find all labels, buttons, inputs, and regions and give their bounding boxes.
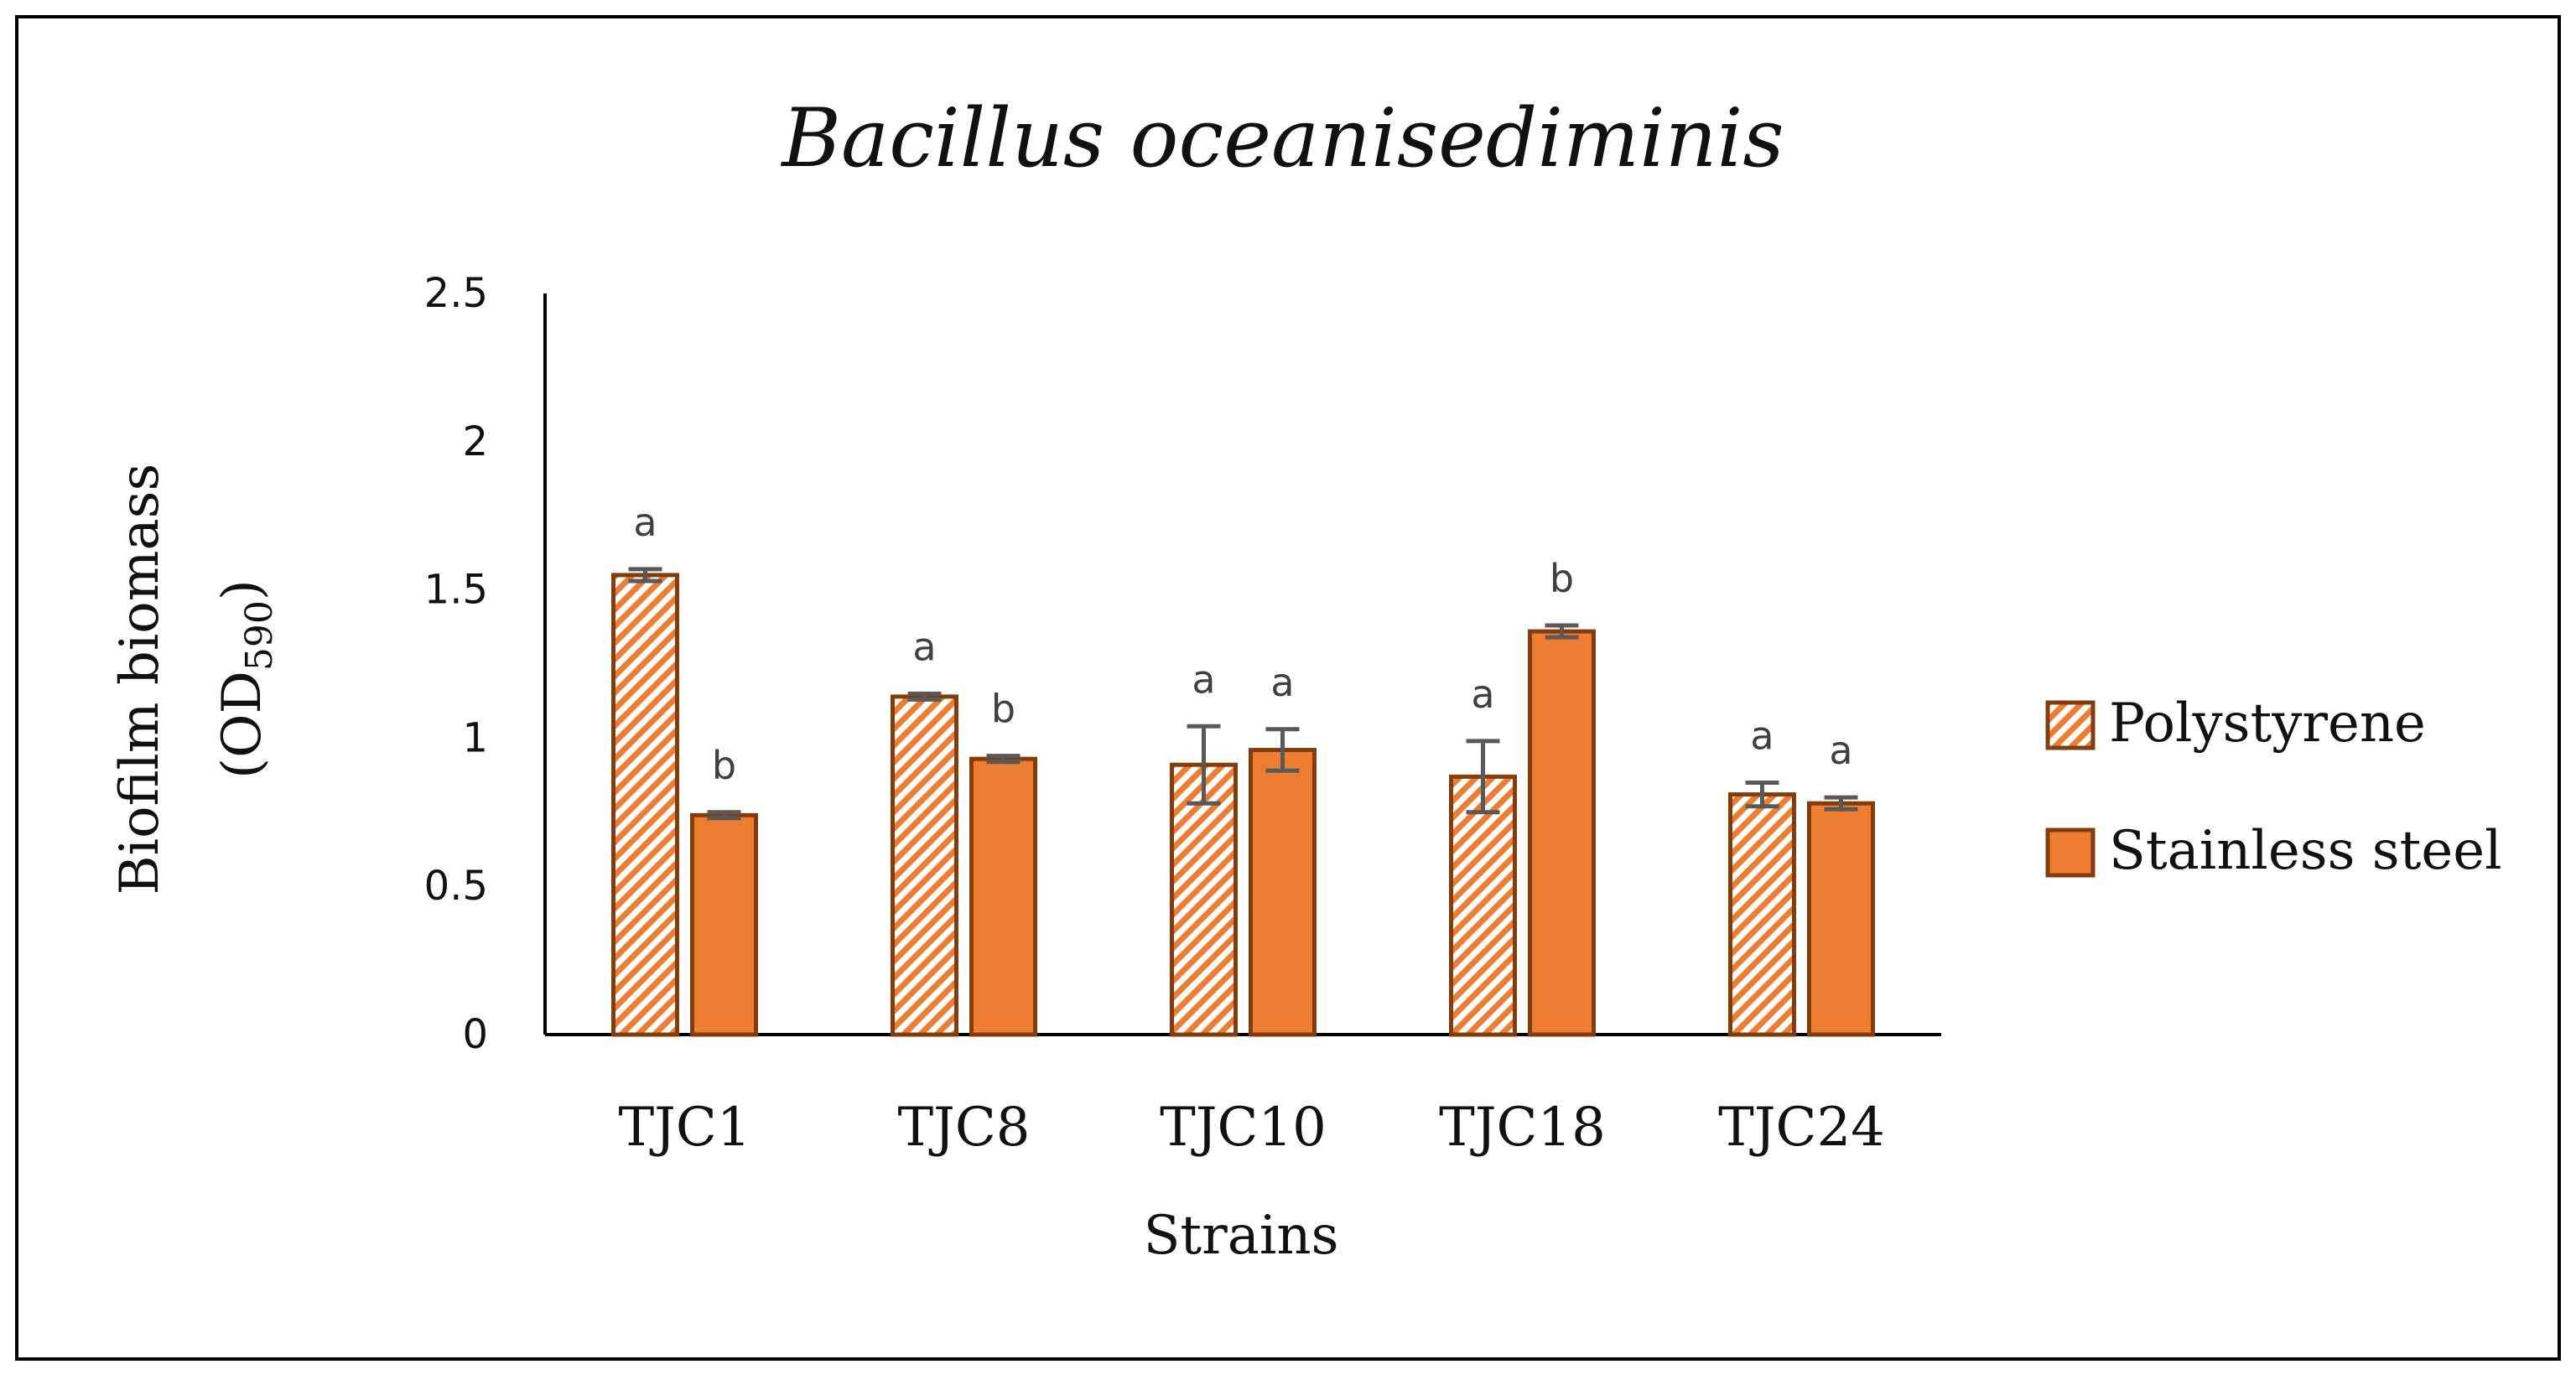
- y-tick-label: 1.5: [424, 567, 488, 614]
- y-axis-title-prefix: (OD: [211, 671, 273, 779]
- y-tick-label: 1: [462, 714, 488, 761]
- significance-label: a: [1471, 672, 1494, 717]
- bar-stainless-steel: [690, 812, 758, 1037]
- y-tick-label: 2.5: [424, 270, 488, 317]
- significance-label: a: [1270, 660, 1294, 705]
- significance-label: a: [1192, 656, 1215, 702]
- legend-label: Stainless steel: [2109, 820, 2502, 882]
- y-axis-title-line2: (OD590): [211, 579, 281, 779]
- x-axis-title: Strains: [1144, 1205, 1339, 1267]
- significance-label: a: [633, 500, 657, 545]
- x-tick-label: TJC8: [897, 1097, 1030, 1159]
- bar-stainless-steel: [1528, 629, 1596, 1037]
- y-axis-title: Biofilm biomass (OD590): [109, 464, 281, 895]
- significance-label: a: [1750, 713, 1774, 758]
- bar-stainless-steel: [1807, 801, 1875, 1037]
- y-axis-title-line1: Biofilm biomass: [109, 464, 171, 895]
- y-tick-label: 2: [462, 418, 488, 465]
- y-tick-label: 0.5: [424, 863, 488, 910]
- y-axis-title-subscript: 590: [238, 600, 281, 671]
- significance-label: a: [1829, 728, 1852, 773]
- bar-stainless-steel: [1249, 748, 1317, 1037]
- x-tick-label: TJC24: [1718, 1097, 1885, 1159]
- legend-swatch-polystyrene: [2045, 700, 2096, 750]
- y-axis-title-suffix: ): [211, 579, 273, 600]
- bar-polystyrene: [1170, 762, 1238, 1037]
- outer-frame: [15, 15, 2561, 1361]
- chart-title: Bacillus oceanisediminis: [780, 91, 1784, 185]
- legend-swatch-stainless-steel: [2045, 827, 2096, 878]
- bar-polystyrene: [611, 573, 679, 1037]
- significance-label: b: [1550, 556, 1574, 601]
- x-tick-label: TJC10: [1160, 1097, 1327, 1159]
- significance-label: b: [712, 743, 736, 788]
- significance-label: a: [912, 624, 936, 669]
- x-tick-label: TJC18: [1439, 1097, 1606, 1159]
- legend-label: Polystyrene: [2109, 693, 2426, 755]
- bar-polystyrene: [1728, 792, 1796, 1037]
- bar-polystyrene: [891, 694, 958, 1037]
- bar-stainless-steel: [969, 756, 1037, 1037]
- significance-label: b: [991, 687, 1015, 732]
- legend: Polystyrene Stainless steel: [2045, 693, 2502, 882]
- x-tick-label: TJC1: [618, 1097, 750, 1159]
- y-tick-label: 0: [462, 1011, 488, 1058]
- plot-area: 0 0.5 1 1.5 2 2.5 a b TJC1 a b TJC8 a a TJC10 a b TJC18 a a…: [424, 270, 1941, 1159]
- bar-polystyrene: [1449, 774, 1517, 1037]
